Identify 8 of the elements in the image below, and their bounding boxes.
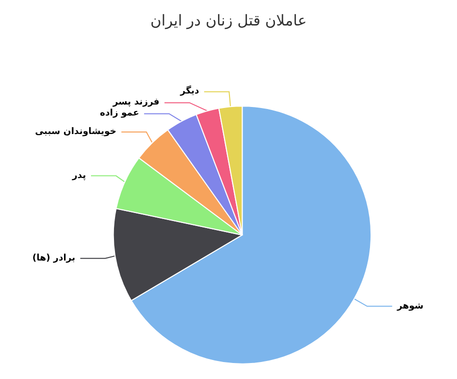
- slice-label: عمو زاده: [100, 108, 140, 119]
- slice-label: دیگر: [179, 84, 200, 97]
- slice-label: فرزند پسر: [112, 98, 160, 108]
- slice-label: شوهر: [396, 301, 424, 312]
- slice-label: خویشاوندان سببی: [34, 126, 116, 137]
- slice-label: پدر: [71, 170, 86, 181]
- slice-label: برادر (ها): [32, 253, 76, 264]
- chart-title: عاملان قتل زنان در ایران: [150, 12, 307, 30]
